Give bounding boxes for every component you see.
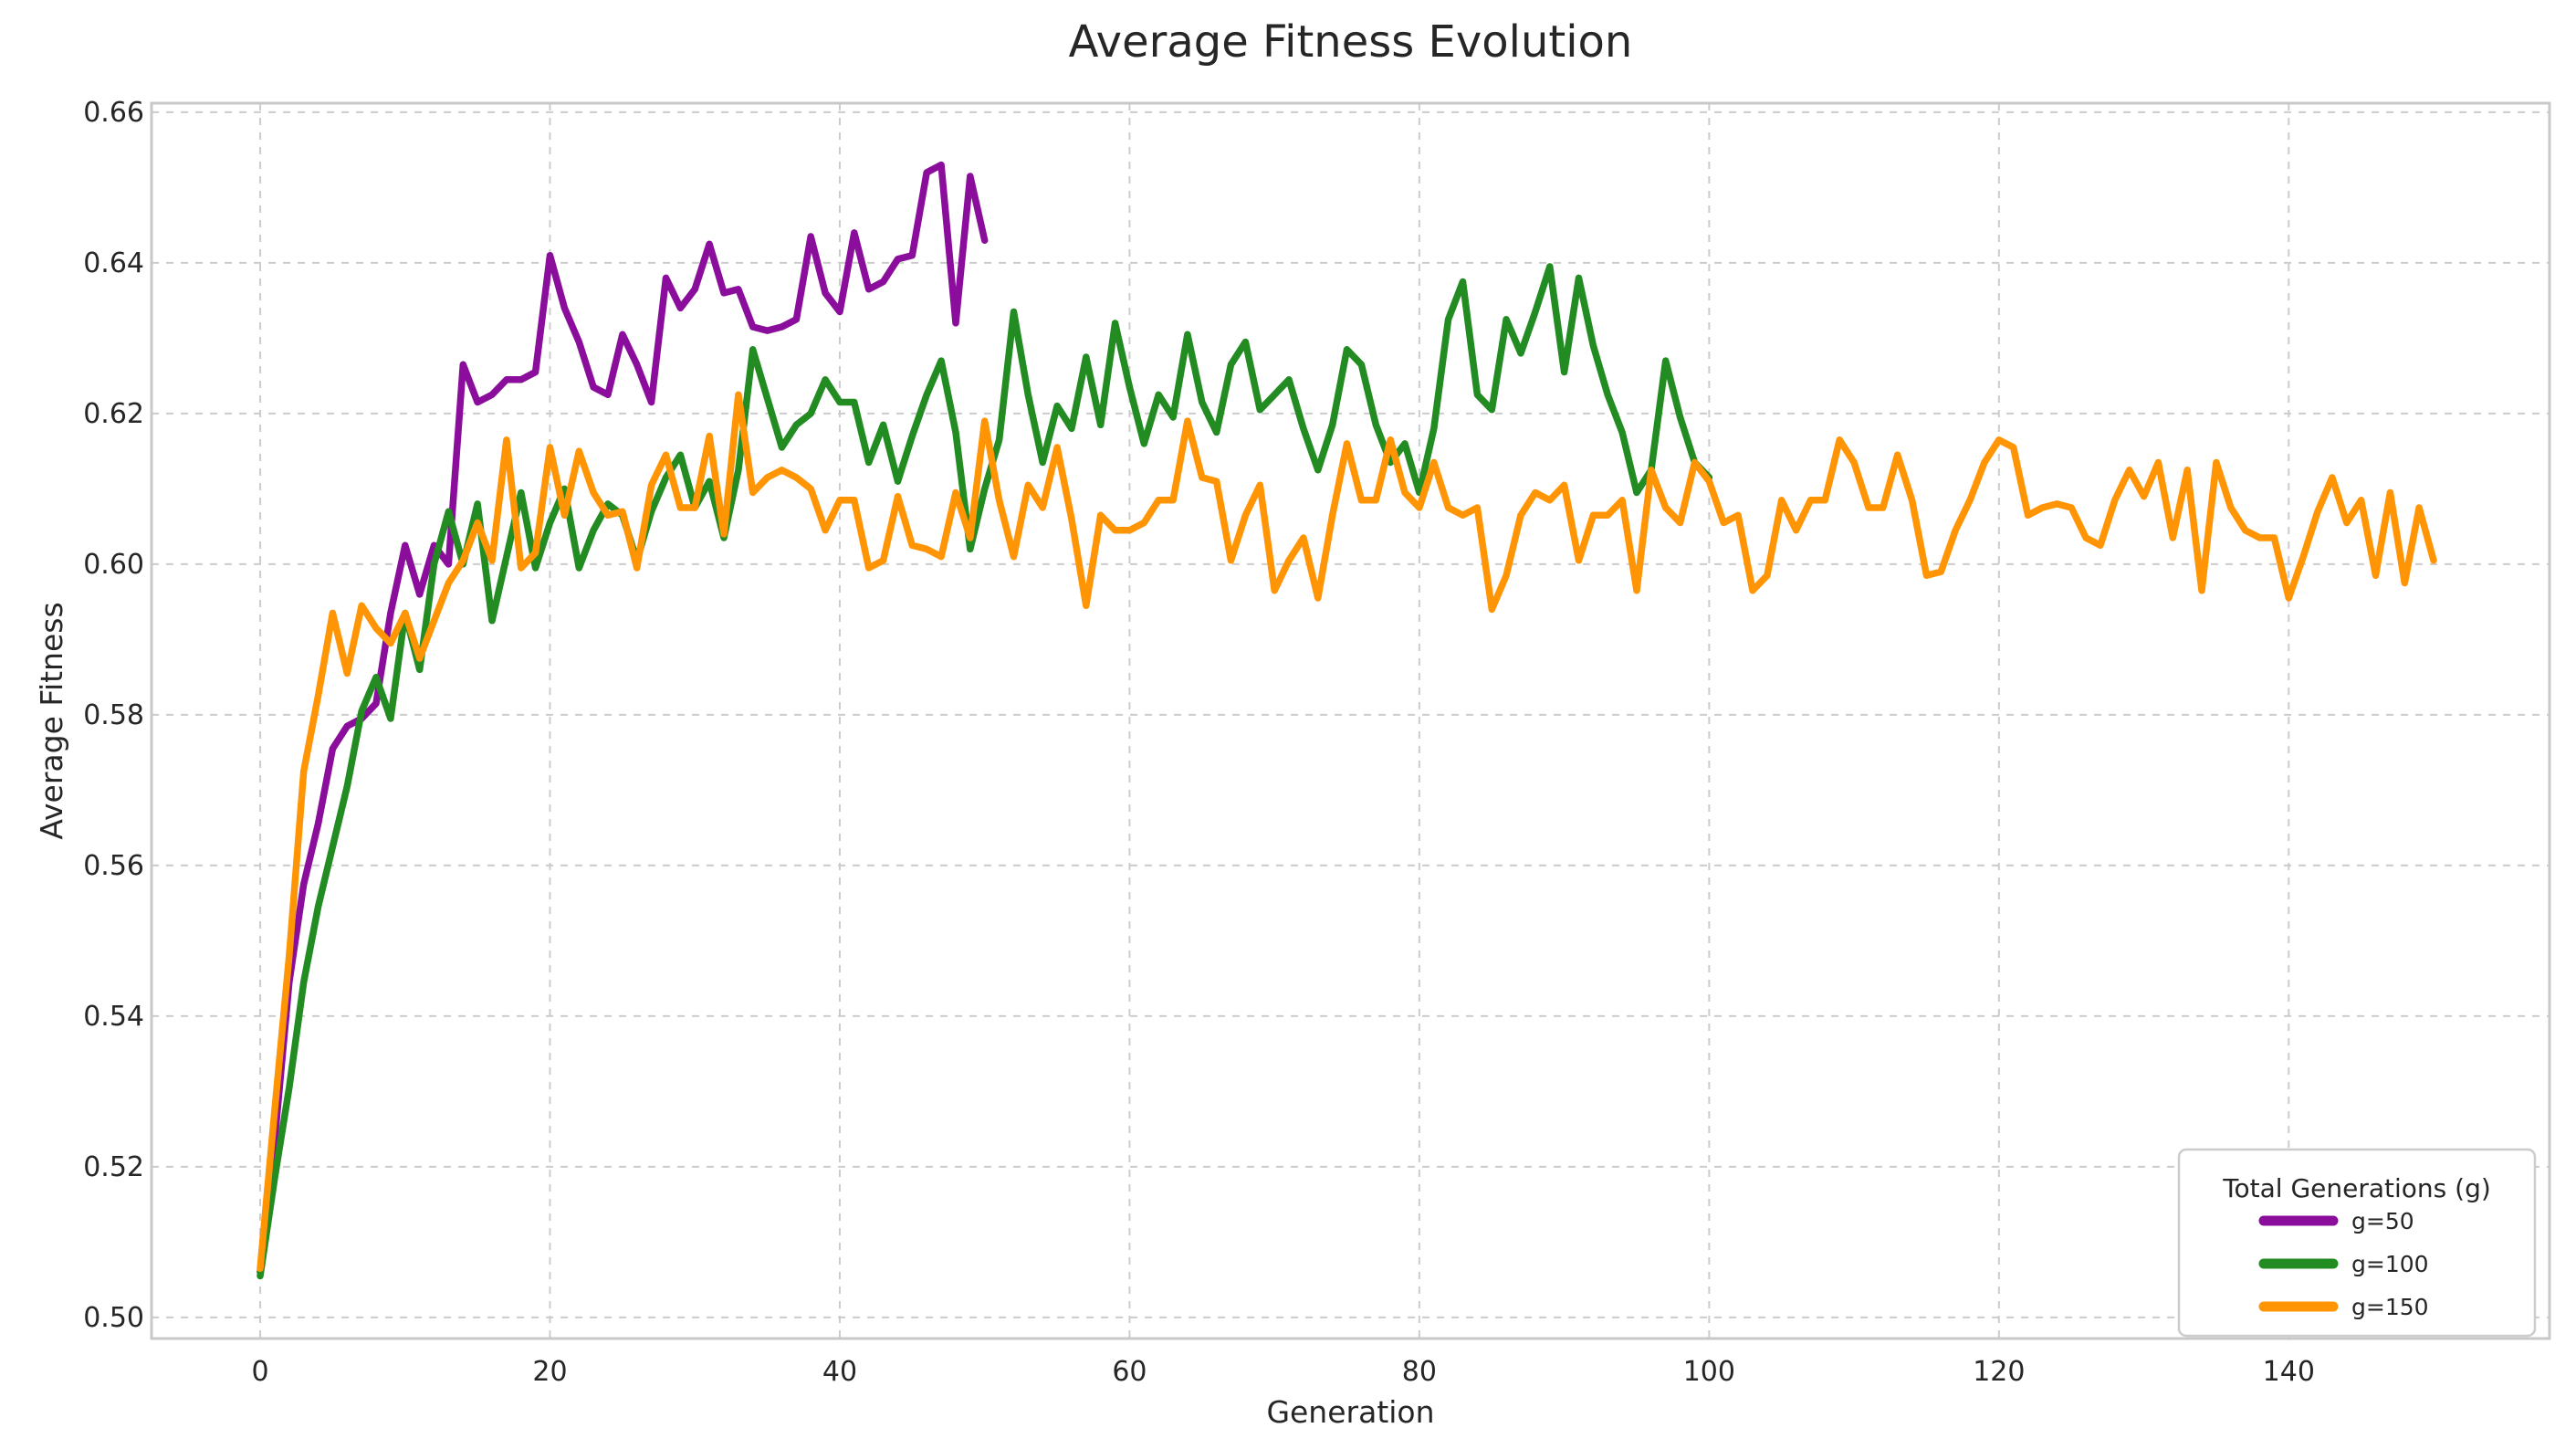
series-line-g=150	[257, 391, 2437, 1273]
x-tick-label-60: 60	[1112, 1356, 1147, 1388]
y-tick-label-0.52: 0.52	[83, 1151, 144, 1183]
plot-area-border	[150, 101, 2551, 1340]
y-axis-label: Average Fitness	[34, 602, 69, 839]
x-tick-label-100: 100	[1683, 1356, 1735, 1388]
x-tick-label-20: 20	[532, 1356, 567, 1388]
y-tick-label-0.62: 0.62	[83, 398, 144, 430]
x-tick-label-80: 80	[1402, 1356, 1437, 1388]
y-tick-label-0.54: 0.54	[83, 1001, 144, 1033]
y-tick-label-0.64: 0.64	[83, 247, 144, 279]
y-tick-label-0.50: 0.50	[83, 1302, 144, 1334]
x-tick-label-120: 120	[1973, 1356, 2025, 1388]
legend-label-g=50: g=50	[2351, 1208, 2414, 1234]
legend-box	[2177, 1148, 2537, 1338]
legend-label-g=150: g=150	[2351, 1294, 2429, 1320]
x-tick-label-140: 140	[2263, 1356, 2315, 1388]
chart-title: Average Fitness Evolution	[1069, 16, 1633, 68]
y-tick-label-0.60: 0.60	[83, 549, 144, 581]
legend-label-g=100: g=100	[2351, 1251, 2429, 1277]
y-tick-label-0.66: 0.66	[83, 97, 144, 129]
y-tick-label-0.58: 0.58	[83, 699, 144, 731]
legend: Total Generations (g) g=50 g=100 g=150	[2177, 1148, 2537, 1338]
legend-title: Total Generations (g)	[2222, 1173, 2491, 1203]
series-line-g=50	[257, 161, 989, 1276]
series-line-g=100	[257, 263, 1713, 1280]
tick-labels: 0.50 0.52 0.54 0.56 0.58 0.60 0.62 0.64 0.66 0 20 4…	[83, 97, 2315, 1388]
x-axis-label: Generation	[1266, 1394, 1434, 1430]
x-tick-label-0: 0	[252, 1356, 269, 1388]
x-tick-label-40: 40	[822, 1356, 857, 1388]
y-tick-label-0.56: 0.56	[83, 850, 144, 882]
